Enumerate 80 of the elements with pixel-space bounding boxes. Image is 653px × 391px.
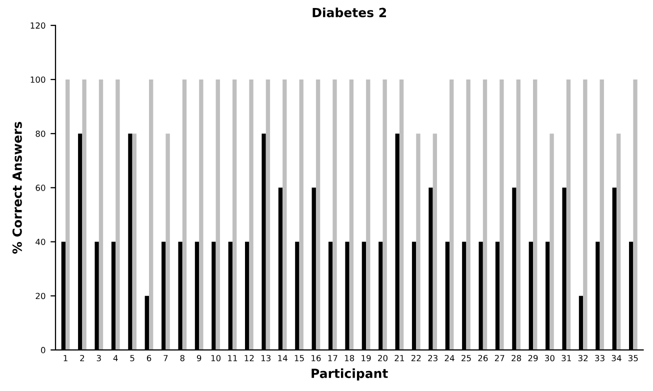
bar <box>600 80 604 350</box>
y-tick-label: 60 <box>36 184 46 191</box>
bar <box>349 80 354 350</box>
bar <box>216 80 220 350</box>
bar <box>332 80 337 350</box>
bar <box>566 80 571 350</box>
x-tick-label: 19 <box>362 354 371 362</box>
bar <box>399 80 404 350</box>
bar <box>500 80 504 350</box>
x-tick-label: 34 <box>612 354 622 362</box>
x-axis-title: Participant <box>312 368 388 381</box>
x-tick-label: 12 <box>244 354 254 362</box>
y-axis-title: % Correct Answers <box>12 122 22 254</box>
bar <box>166 134 170 350</box>
bar <box>516 80 520 350</box>
bar <box>182 80 187 350</box>
bar <box>98 80 104 350</box>
x-tick-label: 3 <box>96 354 101 362</box>
bar <box>316 80 320 350</box>
x-tick-label: 4 <box>113 355 118 362</box>
x-tick-label: 9 <box>196 354 202 362</box>
bar <box>633 80 638 350</box>
bar <box>282 80 287 350</box>
x-tick-label: 30 <box>545 354 554 362</box>
x-tick-label: 31 <box>562 354 571 362</box>
x-tick-label: 32 <box>578 354 588 362</box>
bar <box>482 80 488 350</box>
bar <box>533 80 538 350</box>
x-tick-label: 7 <box>164 355 168 362</box>
bar <box>299 80 304 350</box>
x-tick-label: 25 <box>462 354 471 362</box>
x-tick-label: 14 <box>278 355 288 362</box>
x-tick-label: 33 <box>595 354 604 362</box>
bar <box>382 80 387 350</box>
x-tick-label: 29 <box>528 354 538 362</box>
y-tick-label: 100 <box>30 76 46 83</box>
x-tick-label: 35 <box>628 354 638 362</box>
x-tick-label: 1 <box>64 355 68 362</box>
x-tick-label: 15 <box>294 355 304 362</box>
x-tick-label: 24 <box>444 354 454 362</box>
x-tick-label: 22 <box>411 354 421 362</box>
x-tick-label: 8 <box>180 354 184 362</box>
bar <box>366 80 370 350</box>
x-tick-label: 21 <box>394 354 404 362</box>
x-tick-label: 27 <box>494 354 504 362</box>
x-tick-label: 2 <box>80 354 84 362</box>
x-tick-label: 23 <box>428 354 438 362</box>
x-tick-label: 17 <box>328 355 338 362</box>
x-tick-label: 5 <box>130 355 134 362</box>
bar <box>149 80 154 350</box>
bar <box>266 80 270 350</box>
bar <box>450 80 454 350</box>
y-tick-label: 40 <box>36 238 46 246</box>
bar <box>616 134 621 350</box>
bar <box>132 134 136 350</box>
y-tick-label: 20 <box>36 292 46 300</box>
bar <box>432 134 438 350</box>
bar <box>550 134 554 350</box>
x-tick-label: 26 <box>478 354 488 362</box>
y-tick-label: 120 <box>30 22 46 29</box>
x-tick-label: 18 <box>344 354 354 362</box>
x-tick-label: 11 <box>228 355 238 362</box>
bar <box>583 80 588 350</box>
x-tick-label: 28 <box>512 354 522 362</box>
bar <box>416 134 420 350</box>
bar <box>116 80 120 350</box>
x-tick-label: 13 <box>261 354 271 362</box>
bar <box>466 80 470 350</box>
bar <box>232 80 237 350</box>
y-tick-label: 0 <box>41 346 46 354</box>
x-tick-label: 10 <box>211 354 221 362</box>
bar <box>82 80 86 350</box>
bar <box>199 80 204 350</box>
y-tick-label: 80 <box>36 130 46 137</box>
bar <box>66 80 70 350</box>
bar <box>249 80 254 350</box>
x-tick-label: 20 <box>378 354 388 362</box>
x-tick-label: 16 <box>312 354 321 362</box>
chart-title: Diabetes 2 <box>312 8 386 18</box>
x-tick-label: 6 <box>146 354 152 362</box>
